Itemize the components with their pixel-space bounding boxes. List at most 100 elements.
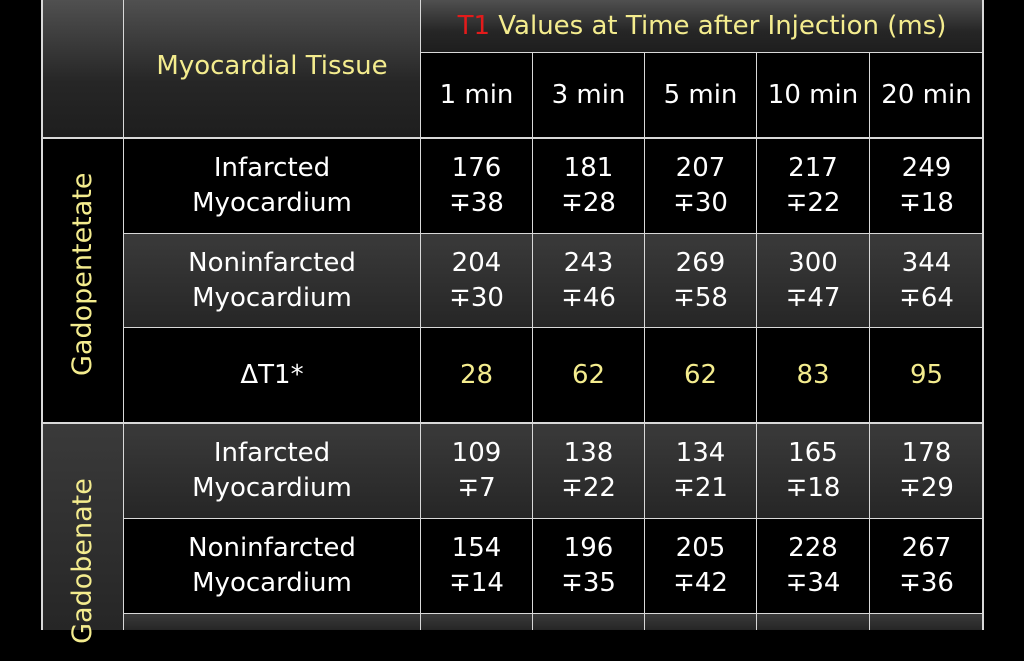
value-sd: ∓47	[785, 282, 841, 313]
value-mean: 154	[451, 533, 502, 563]
value-cell: 138 ∓22	[533, 424, 644, 518]
grid-line	[982, 0, 984, 630]
value-sd: ∓18	[785, 473, 841, 503]
delta-value-cell: 62	[533, 328, 644, 422]
group-cell-gadopentetate	[43, 139, 123, 422]
value-cell: 300 ∓47	[757, 234, 869, 327]
time-label: 5 min	[663, 80, 738, 110]
grid-line	[756, 53, 757, 630]
time-header-5: 20 min	[870, 53, 983, 138]
value-sd: ∓18	[899, 188, 954, 218]
tissue-cell: Noninfarcted Myocardium	[124, 519, 420, 613]
value-mean: 344	[901, 247, 952, 278]
delta-value-cell: 28	[421, 328, 532, 422]
tissue-cell: Infarcted Myocardium	[124, 139, 420, 233]
value-cell: 249 ∓18	[870, 139, 983, 233]
grid-line	[41, 137, 984, 139]
value-sd: ∓36	[899, 568, 954, 598]
time-label: 3 min	[551, 80, 626, 110]
grid-line	[420, 52, 984, 53]
title-rest: Values at Time after Injection (ms)	[490, 10, 947, 41]
grid-line	[644, 53, 645, 630]
grid-line	[532, 53, 533, 630]
time-label: 20 min	[881, 80, 972, 110]
tissue-line: Myocardium	[192, 188, 352, 218]
value-sd: ∓46	[561, 282, 616, 313]
grid-line	[869, 53, 870, 630]
delta-value: 83	[796, 359, 830, 390]
value-cell: 344 ∓64	[870, 234, 983, 327]
value-mean: 165	[788, 438, 838, 468]
value-sd: ∓58	[673, 282, 728, 313]
group-cell-gadobenate	[43, 424, 123, 630]
value-cell: 178 ∓29	[870, 424, 983, 518]
value-cell: 181 ∓28	[533, 139, 644, 233]
tissue-line: Myocardium	[192, 282, 352, 313]
value-mean: 269	[675, 247, 726, 278]
tissue-cell-delta-t1: ΔT1*	[124, 328, 420, 422]
value-cell: 134 ∓21	[645, 424, 756, 518]
value-sd: ∓64	[899, 282, 954, 313]
grid-line	[420, 0, 421, 630]
value-cell: 217 ∓22	[757, 139, 869, 233]
partial-row-cell	[421, 614, 983, 630]
group-label-gadobenate: Gadobenate	[67, 478, 98, 644]
value-mean: 300	[788, 247, 838, 278]
value-cell: 109 ∓7	[421, 424, 532, 518]
grid-line	[123, 327, 984, 328]
value-mean: 243	[563, 247, 614, 278]
partial-row-cell	[124, 614, 420, 630]
value-sd: ∓29	[899, 473, 954, 503]
time-label: 10 min	[767, 80, 859, 110]
value-mean: 134	[675, 438, 726, 468]
value-sd: ∓22	[785, 188, 841, 218]
value-mean: 205	[675, 533, 726, 563]
tissue-cell: Noninfarcted Myocardium	[124, 234, 420, 327]
value-cell: 267 ∓36	[870, 519, 983, 613]
grid-line	[123, 233, 984, 234]
value-cell: 165 ∓18	[757, 424, 869, 518]
value-sd: ∓42	[673, 568, 728, 598]
grid-line	[123, 518, 984, 519]
value-sd: ∓34	[785, 568, 841, 598]
value-sd: ∓21	[673, 473, 728, 503]
time-header-4: 10 min	[757, 53, 869, 138]
title-t1: T1	[457, 10, 490, 41]
value-sd: ∓14	[449, 568, 504, 598]
value-cell: 205 ∓42	[645, 519, 756, 613]
value-cell: 196 ∓35	[533, 519, 644, 613]
delta-value-cell: 95	[870, 328, 983, 422]
value-cell: 154 ∓14	[421, 519, 532, 613]
value-cell: 243 ∓46	[533, 234, 644, 327]
value-cell: 269 ∓58	[645, 234, 756, 327]
tissue-cell: Infarcted Myocardium	[124, 424, 420, 518]
value-mean: 196	[563, 533, 614, 563]
grid-line	[123, 613, 984, 614]
value-sd: ∓28	[561, 188, 616, 218]
value-sd: ∓30	[449, 282, 504, 313]
tissue-column-header: Myocardial Tissue	[124, 0, 420, 138]
value-cell: 204 ∓30	[421, 234, 532, 327]
delta-value: 62	[683, 359, 718, 390]
value-sd: ∓38	[449, 188, 504, 218]
value-sd: ∓22	[561, 473, 616, 503]
delta-value-cell: 83	[757, 328, 869, 422]
value-sd: ∓7	[457, 473, 496, 503]
grid-line	[41, 0, 43, 630]
value-cell: 176 ∓38	[421, 139, 532, 233]
delta-value: 95	[909, 359, 944, 390]
delta-value-cell: 62	[645, 328, 756, 422]
value-mean: 207	[675, 153, 726, 183]
time-label: 1 min	[439, 80, 514, 110]
value-mean: 249	[901, 153, 952, 183]
value-mean: 109	[451, 438, 502, 468]
delta-value: 62	[571, 359, 606, 390]
time-header-1: 1 min	[421, 53, 532, 138]
time-header-3: 5 min	[645, 53, 756, 138]
value-mean: 181	[563, 153, 614, 183]
delta-value: 28	[459, 359, 494, 390]
value-cell: 207 ∓30	[645, 139, 756, 233]
tissue-line: Myocardium	[192, 473, 352, 503]
tissue-line: Infarcted	[213, 153, 331, 183]
value-mean: 228	[788, 533, 838, 563]
